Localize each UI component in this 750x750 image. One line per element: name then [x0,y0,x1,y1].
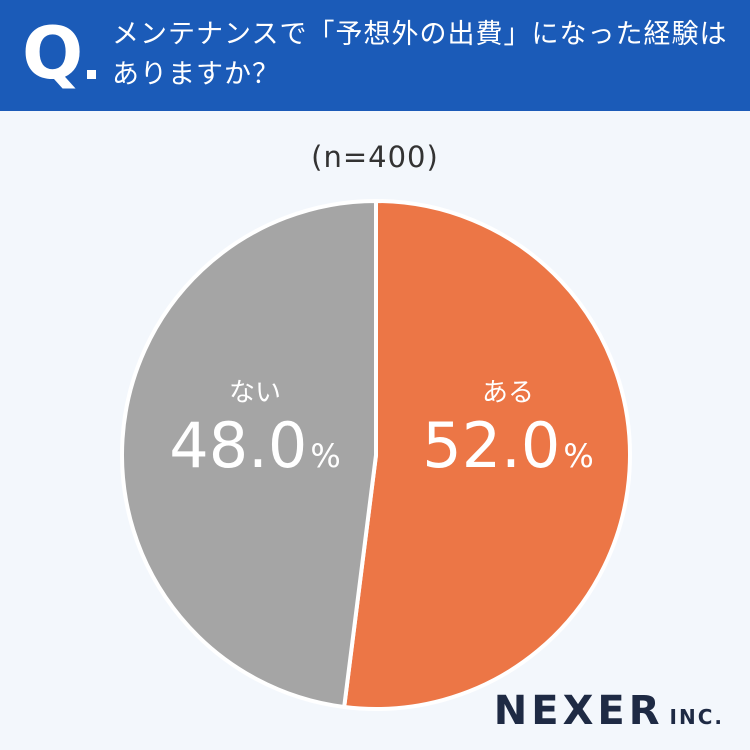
nexer-logo: NEXER INC. [494,688,724,734]
logo-suffix: INC. [669,705,724,729]
slice-category: ある [481,378,534,408]
slice-category: ない [228,378,281,408]
q-dot [87,70,96,79]
slice-label-aru: ある 52.0% [398,378,618,494]
sample-size: (n=400) [311,140,439,174]
question-line-2: ありますか？ [112,59,280,90]
question-text: メンテナンスで「予想外の出費」になった経験は ありますか？ [112,15,732,95]
slice-label-nai: ない 48.0% [145,378,365,494]
question-line-1: メンテナンスで「予想外の出費」になった経験は [112,19,728,50]
question-header: Q メンテナンスで「予想外の出費」になった経験は ありますか？ [0,0,750,111]
pie-slice-0 [342,199,632,711]
q-mark: Q [22,11,84,95]
slice-value: 52.0% [422,409,594,482]
pie-slice-1 [120,199,378,709]
slice-value: 48.0% [169,409,341,482]
logo-main: NEXER [493,688,664,734]
